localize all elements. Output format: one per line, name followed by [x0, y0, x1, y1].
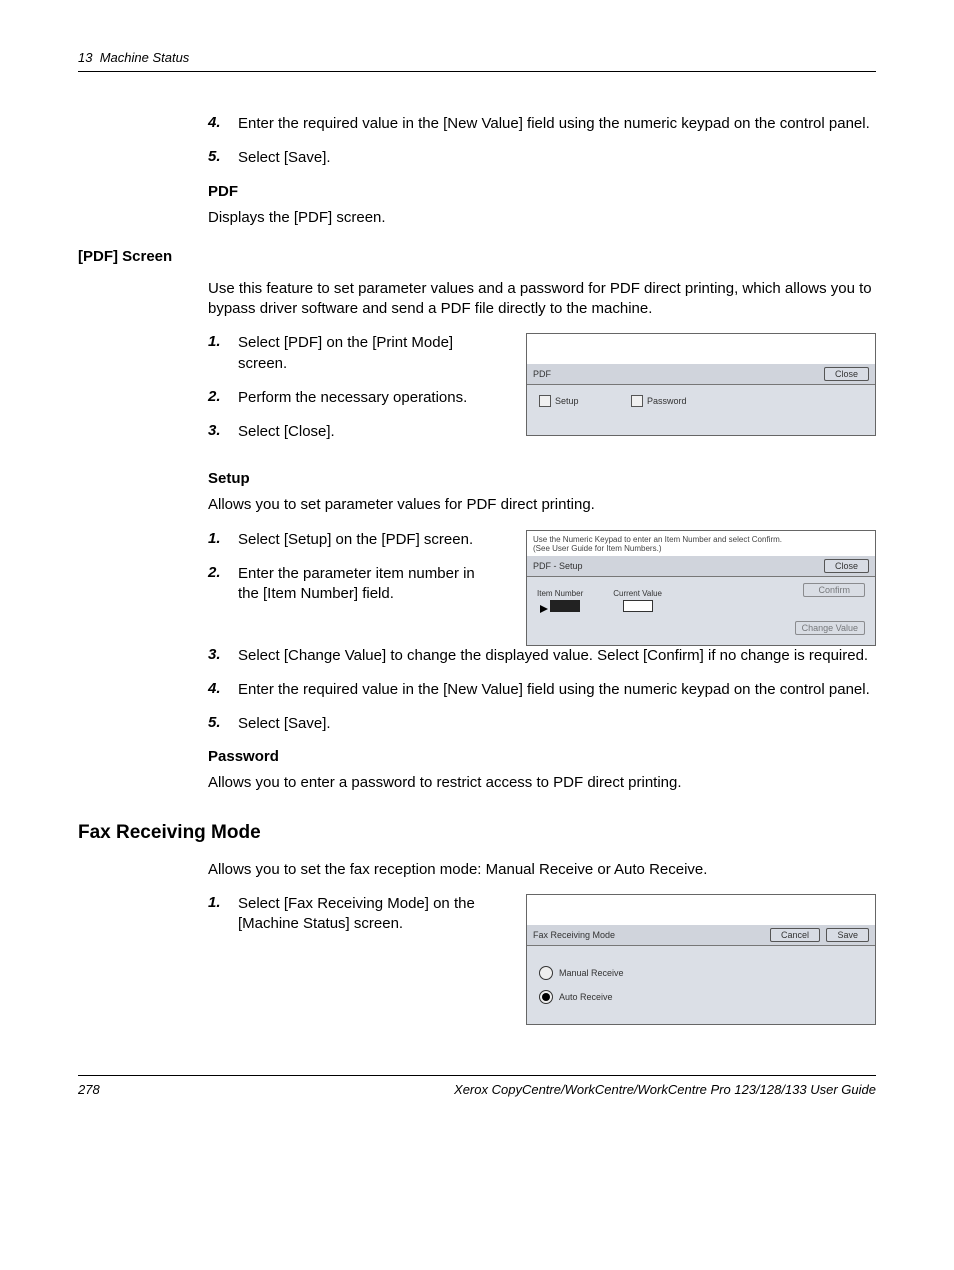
item-number-label: Item Number	[537, 589, 583, 598]
setup-s3-num: 3.	[208, 646, 238, 666]
password-desc: Allows you to enter a password to restri…	[208, 773, 876, 793]
pdf-s1: Select [PDF] on the [Print Mode] screen.	[238, 333, 488, 374]
chapter-title: Machine Status	[100, 50, 190, 65]
pdf-mock-close-button[interactable]: Close	[824, 367, 869, 381]
step-4-text: Enter the required value in the [New Val…	[238, 114, 870, 134]
fax-heading: Fax Receiving Mode	[78, 822, 876, 844]
step-number-4: 4.	[208, 114, 238, 134]
password-heading: Password	[208, 748, 876, 765]
page-number: 278	[78, 1082, 100, 1097]
fax-mock-title: Fax Receiving Mode	[533, 930, 615, 940]
pdf-mock-password-label: Password	[647, 396, 687, 406]
item-number-field[interactable]	[550, 600, 580, 612]
setup-mock-screen: Use the Numeric Keypad to enter an Item …	[526, 530, 876, 646]
pdf-s3-num: 3.	[208, 422, 238, 442]
change-value-button[interactable]: Change Value	[795, 621, 865, 635]
pdf-s2-num: 2.	[208, 388, 238, 408]
setup-desc: Allows you to set parameter values for P…	[208, 495, 876, 515]
current-value-field	[623, 600, 653, 612]
setup-heading: Setup	[208, 470, 876, 487]
setup-s4-num: 4.	[208, 680, 238, 700]
auto-receive-label: Auto Receive	[559, 992, 613, 1002]
fax-desc: Allows you to set the fax reception mode…	[208, 860, 876, 880]
fax-s1: Select [Fax Receiving Mode] on the [Mach…	[238, 894, 488, 935]
setup-s5-num: 5.	[208, 714, 238, 734]
current-value-label: Current Value	[613, 589, 662, 598]
checkbox-icon	[631, 395, 643, 407]
setup-mock-close-button[interactable]: Close	[824, 559, 869, 573]
checkbox-icon	[539, 395, 551, 407]
page-header: 13 Machine Status	[78, 50, 876, 65]
step-number-5: 5.	[208, 148, 238, 168]
setup-s4: Enter the required value in the [New Val…	[238, 680, 870, 700]
auto-receive-radio[interactable]: Auto Receive	[539, 990, 863, 1004]
manual-receive-radio[interactable]: Manual Receive	[539, 966, 863, 980]
fax-cancel-button[interactable]: Cancel	[770, 928, 820, 942]
pdf-heading: PDF	[208, 183, 876, 200]
setup-s2: Enter the parameter item number in the […	[238, 564, 488, 605]
setup-s1: Select [Setup] on the [PDF] screen.	[238, 530, 473, 550]
setup-mock-hint: Use the Numeric Keypad to enter an Item …	[527, 531, 875, 556]
pdf-s2: Perform the necessary operations.	[238, 388, 467, 408]
page-footer: 278 Xerox CopyCentre/WorkCentre/WorkCent…	[78, 1075, 876, 1097]
fax-s1-num: 1.	[208, 894, 238, 935]
setup-s5: Select [Save].	[238, 714, 331, 734]
manual-receive-label: Manual Receive	[559, 968, 624, 978]
setup-s3: Select [Change Value] to change the disp…	[238, 646, 868, 666]
pdf-mock-screen: PDF Close Setup Password	[526, 333, 876, 436]
fax-save-button[interactable]: Save	[826, 928, 869, 942]
pdf-desc: Displays the [PDF] screen.	[208, 208, 876, 228]
pdf-mock-setup-option[interactable]: Setup	[539, 395, 579, 407]
pdf-screen-intro: Use this feature to set parameter values…	[208, 279, 876, 320]
pdf-screen-title: [PDF] Screen	[78, 248, 876, 265]
radio-icon	[539, 966, 553, 980]
pdf-mock-title: PDF	[533, 369, 551, 379]
setup-s2-num: 2.	[208, 564, 238, 605]
arrow-icon	[540, 605, 548, 613]
pdf-mock-password-option[interactable]: Password	[631, 395, 687, 407]
pdf-mock-setup-label: Setup	[555, 396, 579, 406]
pdf-s3: Select [Close].	[238, 422, 335, 442]
setup-s1-num: 1.	[208, 530, 238, 550]
setup-mock-title: PDF - Setup	[533, 561, 583, 571]
chapter-number: 13	[78, 50, 92, 65]
step-5-text: Select [Save].	[238, 148, 331, 168]
guide-title: Xerox CopyCentre/WorkCentre/WorkCentre P…	[454, 1082, 876, 1097]
fax-mock-screen: Fax Receiving Mode Cancel Save Manual Re…	[526, 894, 876, 1025]
pdf-s1-num: 1.	[208, 333, 238, 374]
confirm-button[interactable]: Confirm	[803, 583, 865, 597]
radio-icon-selected	[539, 990, 553, 1004]
